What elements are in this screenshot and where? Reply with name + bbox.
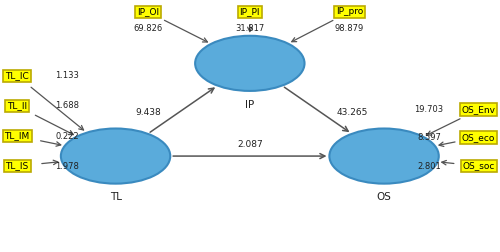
Text: 19.703: 19.703 [414,105,444,114]
Text: IP_PI: IP_PI [240,8,260,16]
Text: 1.133: 1.133 [55,71,79,80]
Text: 43.265: 43.265 [336,108,368,117]
Text: TL_II: TL_II [7,102,27,110]
Text: 0.222: 0.222 [55,132,78,141]
Text: 69.826: 69.826 [134,24,162,33]
Text: 2.801: 2.801 [417,162,440,171]
Text: 1.978: 1.978 [55,162,79,171]
Text: OS_Env: OS_Env [462,105,496,114]
Text: TL_IM: TL_IM [4,132,29,141]
Text: 9.438: 9.438 [135,108,161,117]
Text: TL_IS: TL_IS [6,162,28,171]
Text: 2.087: 2.087 [237,140,262,149]
Text: OS_eco: OS_eco [462,133,495,142]
Circle shape [61,129,170,184]
Text: 1.688: 1.688 [55,102,79,110]
Text: TL: TL [110,193,122,202]
Text: IP_pro: IP_pro [336,8,363,16]
Text: 31.817: 31.817 [235,24,264,33]
Text: TL_IC: TL_IC [5,71,29,80]
Text: OS: OS [376,193,392,202]
Circle shape [330,129,439,184]
Circle shape [195,36,304,91]
Text: 8.597: 8.597 [417,133,441,142]
Text: IP_OI: IP_OI [137,8,159,16]
Text: IP: IP [245,100,254,110]
Text: 98.879: 98.879 [334,24,364,33]
Text: OS_soc: OS_soc [462,162,494,171]
